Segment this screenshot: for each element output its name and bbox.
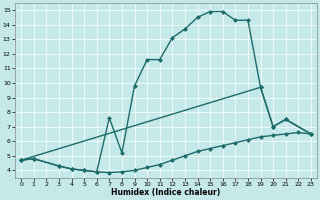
X-axis label: Humidex (Indice chaleur): Humidex (Indice chaleur) (111, 188, 221, 197)
